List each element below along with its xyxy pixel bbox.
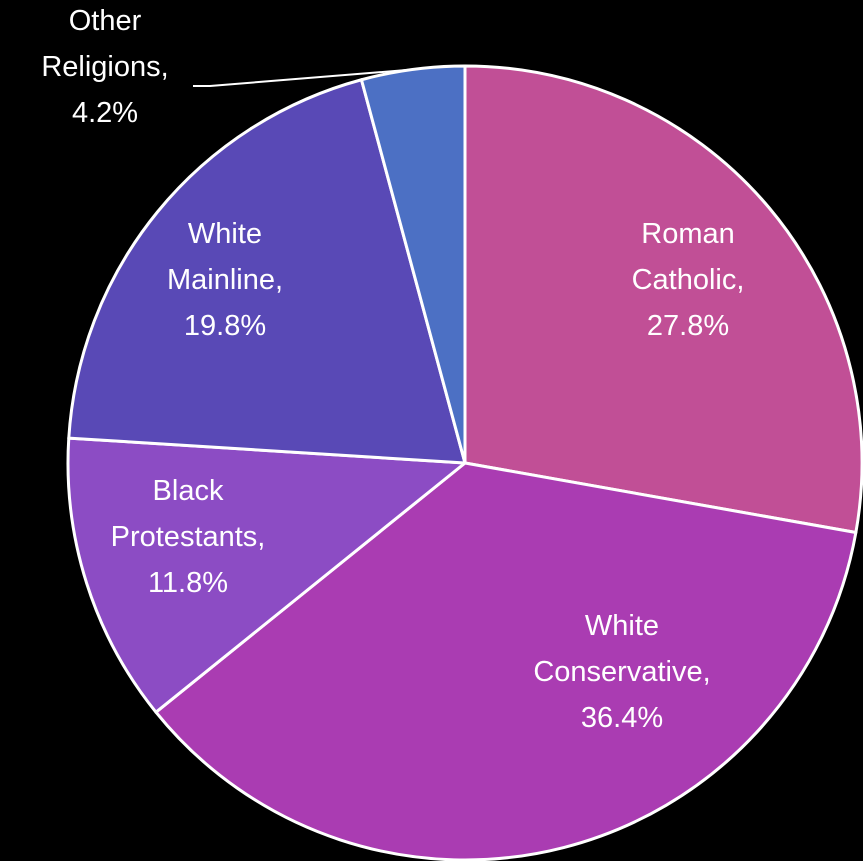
data-label-white-conservative: White Conservative, 36.4% xyxy=(533,610,710,734)
data-label-line: Roman xyxy=(641,218,735,250)
data-label-line: Religions, xyxy=(41,51,168,83)
data-label-line: White xyxy=(585,610,659,642)
data-label-line: 11.8% xyxy=(148,567,228,599)
data-label-line: Protestants, xyxy=(111,521,266,553)
data-label-line: 19.8% xyxy=(184,310,266,342)
data-label-line: Black xyxy=(153,475,224,507)
data-label-line: 36.4% xyxy=(581,702,663,734)
pie-slice-white-conservative xyxy=(154,461,858,861)
data-label-line: Other xyxy=(69,5,142,37)
data-label-black-protestants: Black Protestants, 11.8% xyxy=(111,475,266,599)
pie-slice-roman-catholic xyxy=(463,64,863,534)
data-label-line: 4.2% xyxy=(72,97,138,129)
data-label-roman-catholic: Roman Catholic, 27.8% xyxy=(632,218,745,342)
data-label-line: Conservative, xyxy=(533,656,710,688)
leader-line-other-religions xyxy=(193,68,413,87)
pie-slice-black-protestants xyxy=(66,436,467,714)
data-label-white-mainline: White Mainline, 19.8% xyxy=(167,218,283,342)
data-label-line: Mainline, xyxy=(167,264,283,296)
data-label-other-religions: Other Religions, 4.2% xyxy=(41,5,168,129)
data-label-line: White xyxy=(188,218,262,250)
pie-slice-white-mainline xyxy=(67,78,467,465)
data-label-line: 27.8% xyxy=(647,310,729,342)
data-label-line: Catholic, xyxy=(632,264,745,296)
